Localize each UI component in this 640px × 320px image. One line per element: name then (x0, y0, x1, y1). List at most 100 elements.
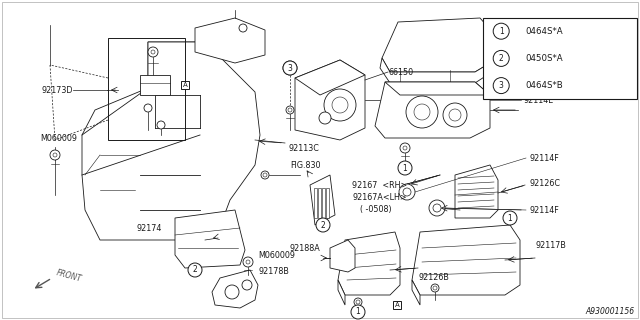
Polygon shape (326, 188, 329, 218)
Circle shape (356, 300, 360, 304)
Circle shape (283, 61, 297, 75)
Circle shape (433, 204, 441, 212)
Polygon shape (195, 18, 265, 63)
Circle shape (148, 47, 158, 57)
Polygon shape (412, 225, 520, 295)
Circle shape (286, 106, 294, 114)
Circle shape (261, 171, 269, 179)
Text: 92114F: 92114F (530, 205, 560, 214)
Text: 92113C: 92113C (288, 143, 319, 153)
Circle shape (319, 112, 331, 124)
Text: 92114F: 92114F (530, 154, 560, 163)
Circle shape (354, 298, 362, 306)
Circle shape (243, 257, 253, 267)
Text: A: A (182, 82, 188, 88)
Polygon shape (148, 42, 220, 88)
Circle shape (53, 153, 57, 157)
Text: 92188A: 92188A (289, 244, 320, 252)
Text: 66150: 66150 (388, 68, 413, 76)
Circle shape (431, 284, 439, 292)
Text: 0464S*B: 0464S*B (525, 81, 563, 90)
Text: FIG.830: FIG.830 (290, 161, 321, 170)
Circle shape (242, 280, 252, 290)
Text: 2: 2 (321, 220, 325, 229)
Text: A930001156: A930001156 (586, 307, 635, 316)
Circle shape (157, 121, 165, 129)
Circle shape (263, 173, 267, 177)
Polygon shape (382, 18, 495, 72)
Bar (393, 301, 401, 309)
Circle shape (399, 184, 415, 200)
Circle shape (493, 78, 509, 93)
Polygon shape (295, 60, 365, 140)
Circle shape (151, 50, 155, 54)
Circle shape (503, 211, 517, 225)
Polygon shape (140, 75, 170, 95)
Circle shape (403, 146, 407, 150)
Text: 92173D: 92173D (42, 85, 73, 94)
Text: 0450S*A: 0450S*A (525, 54, 563, 63)
Polygon shape (380, 58, 495, 83)
Circle shape (406, 96, 438, 128)
Circle shape (50, 150, 60, 160)
Circle shape (403, 188, 411, 196)
Circle shape (316, 218, 330, 232)
Polygon shape (338, 280, 345, 305)
Circle shape (414, 104, 430, 120)
Text: 3: 3 (499, 81, 504, 90)
Polygon shape (322, 188, 325, 218)
Bar (483, 18, 637, 99)
Text: A: A (395, 302, 399, 308)
Text: 2: 2 (499, 54, 504, 63)
Circle shape (246, 260, 250, 264)
Polygon shape (310, 175, 335, 225)
Circle shape (239, 24, 247, 32)
Text: ( -0508): ( -0508) (360, 204, 392, 213)
Text: 0464S*A: 0464S*A (525, 27, 563, 36)
Text: M060009: M060009 (40, 133, 77, 142)
Text: FRONT: FRONT (55, 268, 83, 284)
Circle shape (288, 108, 292, 112)
Circle shape (225, 285, 239, 299)
Text: 92167A<LH>: 92167A<LH> (352, 193, 406, 202)
Circle shape (144, 104, 152, 112)
Circle shape (400, 143, 410, 153)
Polygon shape (375, 82, 490, 138)
Text: 1: 1 (356, 308, 360, 316)
Text: 92178B: 92178B (258, 268, 289, 276)
Circle shape (493, 51, 509, 67)
Polygon shape (455, 165, 498, 218)
Polygon shape (330, 240, 355, 272)
Circle shape (188, 263, 202, 277)
Text: 1: 1 (403, 164, 408, 172)
Polygon shape (148, 88, 205, 135)
Circle shape (332, 97, 348, 113)
Polygon shape (412, 280, 420, 305)
Text: 92126B: 92126B (418, 274, 449, 283)
Polygon shape (314, 188, 317, 218)
Circle shape (398, 161, 412, 175)
Text: 1: 1 (499, 27, 504, 36)
Text: 92114D: 92114D (524, 37, 556, 46)
Polygon shape (212, 270, 258, 308)
Polygon shape (338, 232, 400, 295)
Text: 92117B: 92117B (536, 241, 567, 250)
Circle shape (493, 23, 509, 39)
Circle shape (324, 89, 356, 121)
Circle shape (283, 61, 297, 75)
Circle shape (443, 103, 467, 127)
Circle shape (449, 109, 461, 121)
Polygon shape (318, 188, 321, 218)
Polygon shape (175, 210, 245, 268)
Circle shape (433, 286, 437, 290)
Text: 2: 2 (193, 266, 197, 275)
Circle shape (429, 200, 445, 216)
Text: 92114E: 92114E (524, 95, 554, 105)
Text: 3: 3 (287, 63, 292, 73)
Polygon shape (82, 42, 260, 240)
Polygon shape (385, 82, 490, 95)
Bar (181, 81, 189, 89)
Polygon shape (295, 60, 365, 95)
Text: 1: 1 (508, 213, 513, 222)
Text: 92126C: 92126C (530, 179, 561, 188)
